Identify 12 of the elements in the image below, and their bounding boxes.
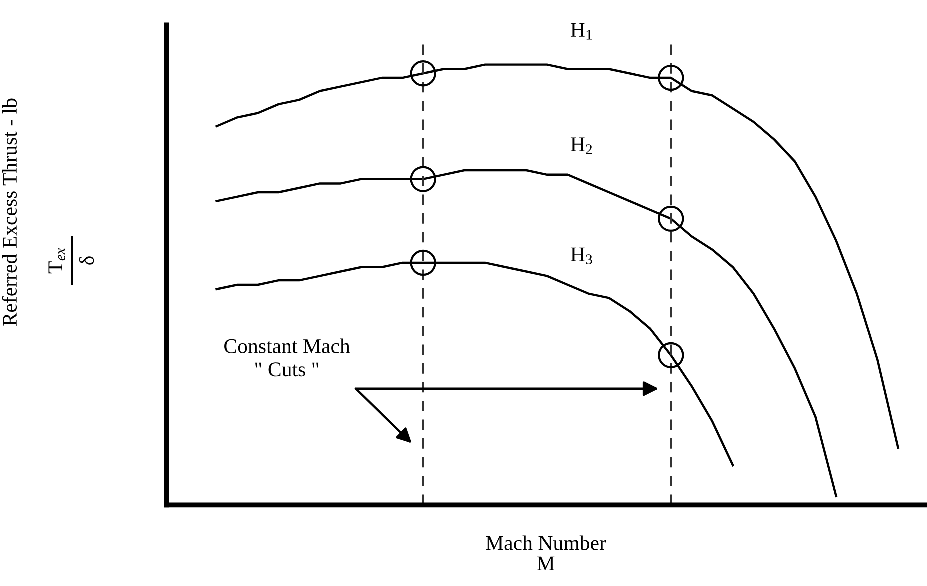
annotation: Constant Mach " Cuts " [224, 338, 350, 377]
point [658, 342, 684, 368]
point [410, 60, 436, 87]
point [410, 250, 436, 276]
series-label: H$_{3}$ [570, 248, 592, 264]
point [658, 206, 684, 232]
text: Referred Excess Thrust - lb T$_{ex}$ δ [2, 98, 94, 326]
series-label: H$_{2}$ [570, 138, 592, 154]
point [410, 166, 436, 192]
x-axis-title: Mach Number M [486, 536, 606, 570]
point [658, 64, 684, 92]
series-label: H$_{1}$ [570, 23, 592, 40]
